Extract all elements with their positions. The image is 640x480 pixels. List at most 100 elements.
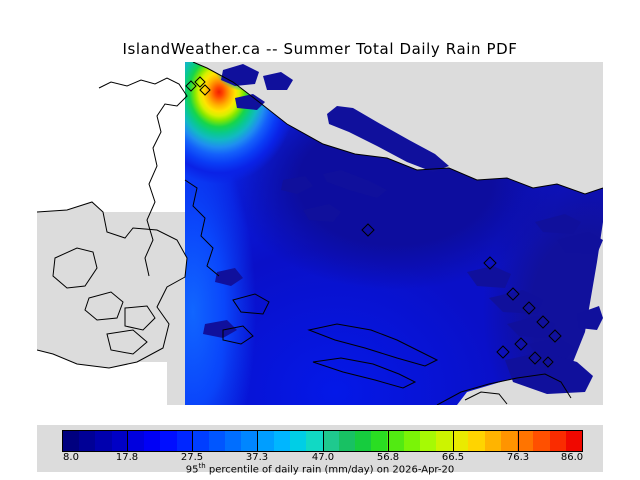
coast-island-small-b: [222, 325, 254, 345]
colorbar-tick-labels: 8.0 17.8 27.5 37.3 47.0 56.8 66.5 76.3 86.0: [0, 452, 640, 465]
island-central-large: [327, 106, 449, 172]
colorbar-band-22: [419, 431, 437, 451]
colorbar-band-6: [160, 431, 177, 451]
island-nw-patch-c: [235, 94, 265, 110]
station-marker: [194, 76, 206, 88]
colorbar-band-8: [192, 431, 209, 451]
colorbar-band-2: [95, 431, 112, 451]
colorbar-tick-label-2: 27.5: [180, 452, 204, 463]
colorbar-tick-label-1: 17.8: [115, 452, 139, 463]
island-east-a: [467, 266, 511, 288]
water-southwest: [37, 362, 167, 405]
station-marker: [506, 287, 520, 301]
island-east-b: [489, 290, 543, 314]
landmass-layer: [37, 62, 603, 405]
coast-inner-channel: [184, 179, 220, 277]
colorbar-band-7: [176, 431, 193, 451]
colorbar-band-16: [322, 431, 339, 451]
colorbar-tick-3: [257, 430, 258, 452]
water-west-mid: [81, 62, 189, 212]
island-far-east-a: [557, 232, 603, 254]
colorbar-band-24: [452, 431, 469, 451]
colorbar-band-30: [549, 431, 566, 451]
island-south-a: [203, 320, 237, 338]
station-marker: [522, 301, 536, 315]
coast-west-mainland: [37, 201, 188, 369]
coast-west-inlet-d: [106, 329, 148, 355]
map-plot-area[interactable]: [37, 62, 603, 405]
colorbar-band-13: [273, 431, 291, 451]
colorbar-band-20: [387, 431, 404, 451]
colorbar-band-14: [290, 431, 307, 451]
colorbar-tick-label-3: 37.3: [245, 452, 269, 463]
coast-southeast-shore: [436, 373, 572, 405]
island-se-tail: [577, 306, 603, 330]
island-nw-patch-b: [263, 72, 293, 90]
colorbar-tick-label-4: 47.0: [311, 452, 335, 463]
station-marker: [199, 84, 211, 96]
colorbar-band-19: [371, 431, 388, 451]
colorbar-tick-4: [323, 430, 324, 452]
coast-island-strip-a: [307, 323, 439, 367]
coast-southeast-inlet: [464, 391, 508, 405]
colorbar-band-21: [403, 431, 420, 451]
coast-northwest-inlet: [98, 77, 188, 277]
station-marker: [361, 223, 375, 237]
colorbar-band-0: [63, 431, 80, 451]
colorbar-tick-6: [453, 430, 454, 452]
colorbar-tick-label-6: 66.5: [441, 452, 465, 463]
colorbar-band-27: [500, 431, 518, 451]
island-far-east-b: [535, 214, 581, 234]
station-marker: [483, 256, 497, 270]
colorbar-band-28: [517, 431, 534, 451]
colorbar-tick-1: [127, 430, 128, 452]
colorbar-band-10: [225, 431, 242, 451]
station-marker: [514, 337, 528, 351]
coast-west-inlet-c: [124, 305, 156, 331]
land-mainland-east: [193, 62, 603, 194]
colorbar-band-9: [208, 431, 226, 451]
colorbar[interactable]: [62, 430, 583, 452]
coast-west-inlet-b: [84, 291, 124, 321]
coast-central-mainland: [192, 62, 603, 195]
coastline-layer: [37, 62, 603, 405]
station-marker: [185, 80, 197, 92]
colorbar-tick-label-7: 76.3: [506, 452, 530, 463]
colorbar-band-23: [436, 431, 453, 451]
colorbar-band-26: [484, 431, 501, 451]
station-marker: [542, 356, 554, 368]
colorbar-band-5: [144, 431, 161, 451]
island-mid-west: [215, 268, 243, 286]
land-mainland-north-arm: [53, 248, 97, 288]
colorbar-tick-5: [388, 430, 389, 452]
colorbar-band-1: [79, 431, 96, 451]
station-marker: [548, 329, 562, 343]
island-mid-a: [281, 176, 313, 194]
colorbar-band-11: [241, 431, 258, 451]
colorbar-band-31: [565, 431, 582, 451]
coast-island-strip-b: [312, 357, 417, 389]
land-east-shelf: [553, 188, 603, 405]
colorbar-band-3: [111, 431, 128, 451]
colorbar-band-29: [533, 431, 550, 451]
colorbar-band-18: [354, 431, 372, 451]
colorbar-tick-label-5: 56.8: [376, 452, 400, 463]
coast-west-inlet-a: [52, 247, 98, 289]
page-title: IslandWeather.ca -- Summer Total Daily R…: [122, 40, 518, 58]
colorbar-tick-label-8: 86.0: [560, 452, 584, 463]
colorbar-tick-7: [518, 430, 519, 452]
colorbar-tick-2: [192, 430, 193, 452]
colorbar-band-15: [306, 431, 323, 451]
colorbar-band-17: [338, 431, 355, 451]
station-marker: [536, 315, 550, 329]
coast-island-small-a: [232, 293, 270, 315]
colorbar-band-4: [127, 431, 145, 451]
colorbar-caption: 95th percentile of daily rain (mm/day) o…: [185, 462, 455, 476]
island-east-c: [507, 316, 555, 338]
colorbar-band-12: [257, 431, 274, 451]
island-se-cluster: [505, 352, 593, 394]
caption-superscript: th: [198, 462, 206, 470]
station-marker: [528, 351, 542, 365]
land-mainland-west: [37, 202, 187, 368]
colorbar-tick-label-0: 8.0: [63, 452, 79, 463]
